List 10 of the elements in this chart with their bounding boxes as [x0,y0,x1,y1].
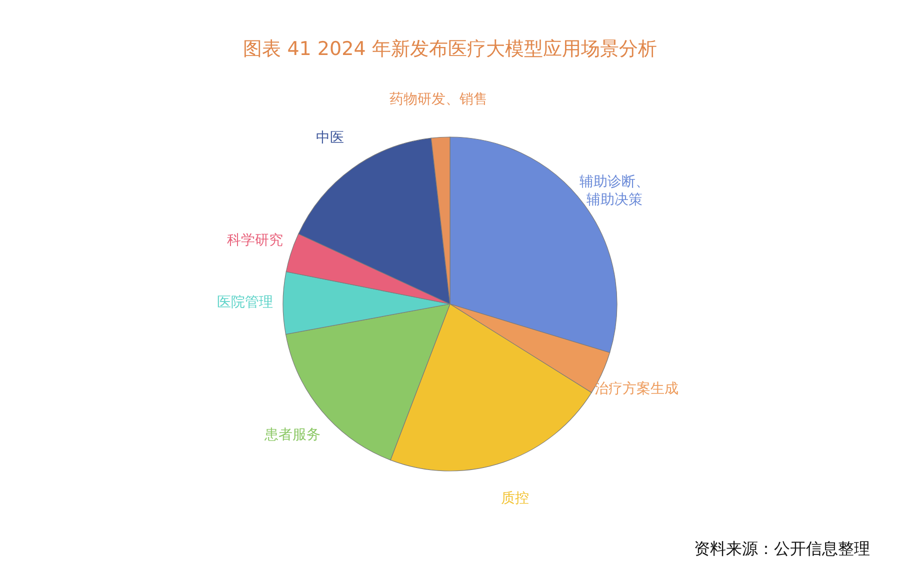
slice-label: 医院管理 [217,294,274,311]
slice-label: 质控 [501,490,530,506]
chart-title: 图表 41 2024 年新发布医疗大模型应用场景分析 [243,38,657,60]
slice-label: 患者服务 [263,427,320,444]
slice-label: 药物研发、销售 [389,91,488,108]
slice-label: 科学研究 [227,232,284,249]
slice-label: 治疗方案生成 [594,380,679,397]
slice-label: 辅助诊断、辅助决策 [580,174,650,208]
slice-label: 中医 [316,130,344,146]
text: 资料来源：公开信息整理 [694,539,870,558]
